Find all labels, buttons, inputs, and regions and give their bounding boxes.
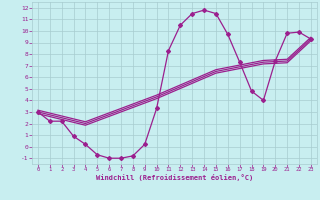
X-axis label: Windchill (Refroidissement éolien,°C): Windchill (Refroidissement éolien,°C) — [96, 174, 253, 181]
